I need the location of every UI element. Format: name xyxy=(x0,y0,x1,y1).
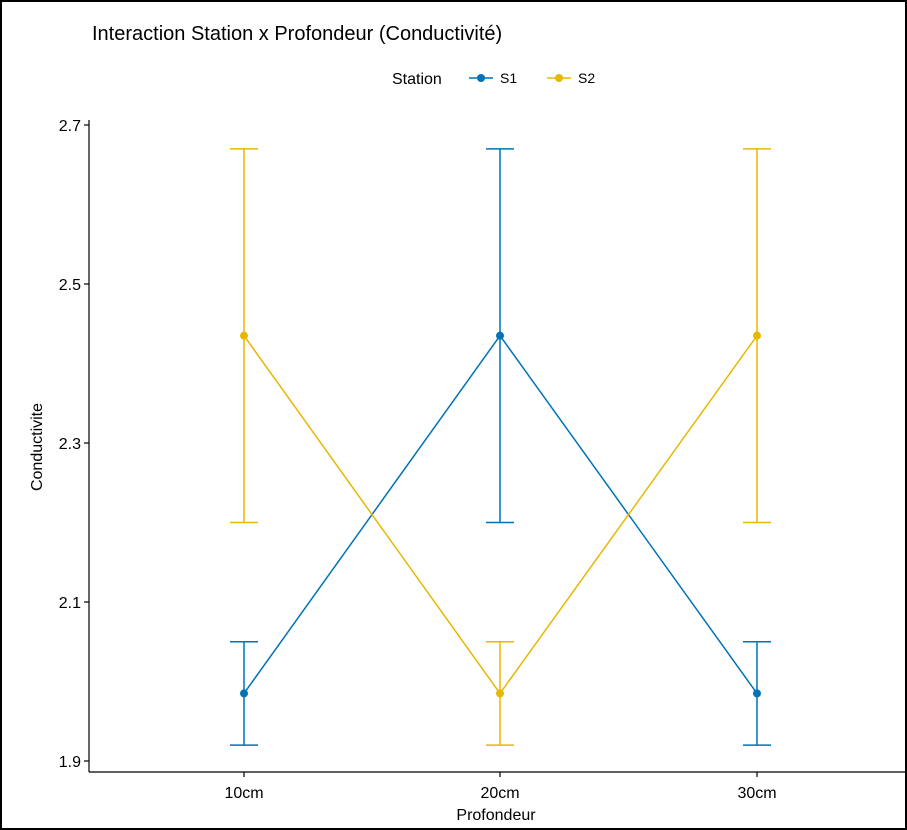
axes: 1.9 2.1 2.3 2.5 2.7 10cm 20cm 30cm xyxy=(59,118,905,802)
x-tick-label-10cm: 10cm xyxy=(224,785,263,802)
legend-title: Station xyxy=(392,71,442,88)
point-S2-0 xyxy=(240,331,248,340)
point-S1-2 xyxy=(753,689,761,698)
x-tick-label-20cm: 20cm xyxy=(480,785,519,802)
x-axis-label: Profondeur xyxy=(456,807,536,824)
legend-label-S1: S1 xyxy=(500,70,517,86)
y-tick-label-1: 2.1 xyxy=(59,595,81,612)
legend-point-S2 xyxy=(555,74,563,82)
legend-label-S2: S2 xyxy=(578,70,595,86)
y-tick-label-0: 1.9 xyxy=(59,754,81,771)
x-tick-label-30cm: 30cm xyxy=(737,785,776,802)
legend: Station S1 S2 xyxy=(392,70,595,88)
series-S1 xyxy=(230,148,771,746)
point-S1-0 xyxy=(240,689,248,698)
y-tick-label-3: 2.5 xyxy=(59,277,81,294)
series-layer xyxy=(230,148,771,746)
legend-point-S1 xyxy=(477,74,485,82)
point-S2-1 xyxy=(496,689,504,698)
point-S2-2 xyxy=(753,331,761,340)
series-S2 xyxy=(230,148,771,746)
chart-title: Interaction Station x Profondeur (Conduc… xyxy=(92,23,502,45)
y-tick-label-4: 2.7 xyxy=(59,118,81,135)
y-tick-label-2: 2.3 xyxy=(59,436,81,453)
point-S1-1 xyxy=(496,331,504,340)
y-axis-label: Conductivite xyxy=(29,403,46,491)
